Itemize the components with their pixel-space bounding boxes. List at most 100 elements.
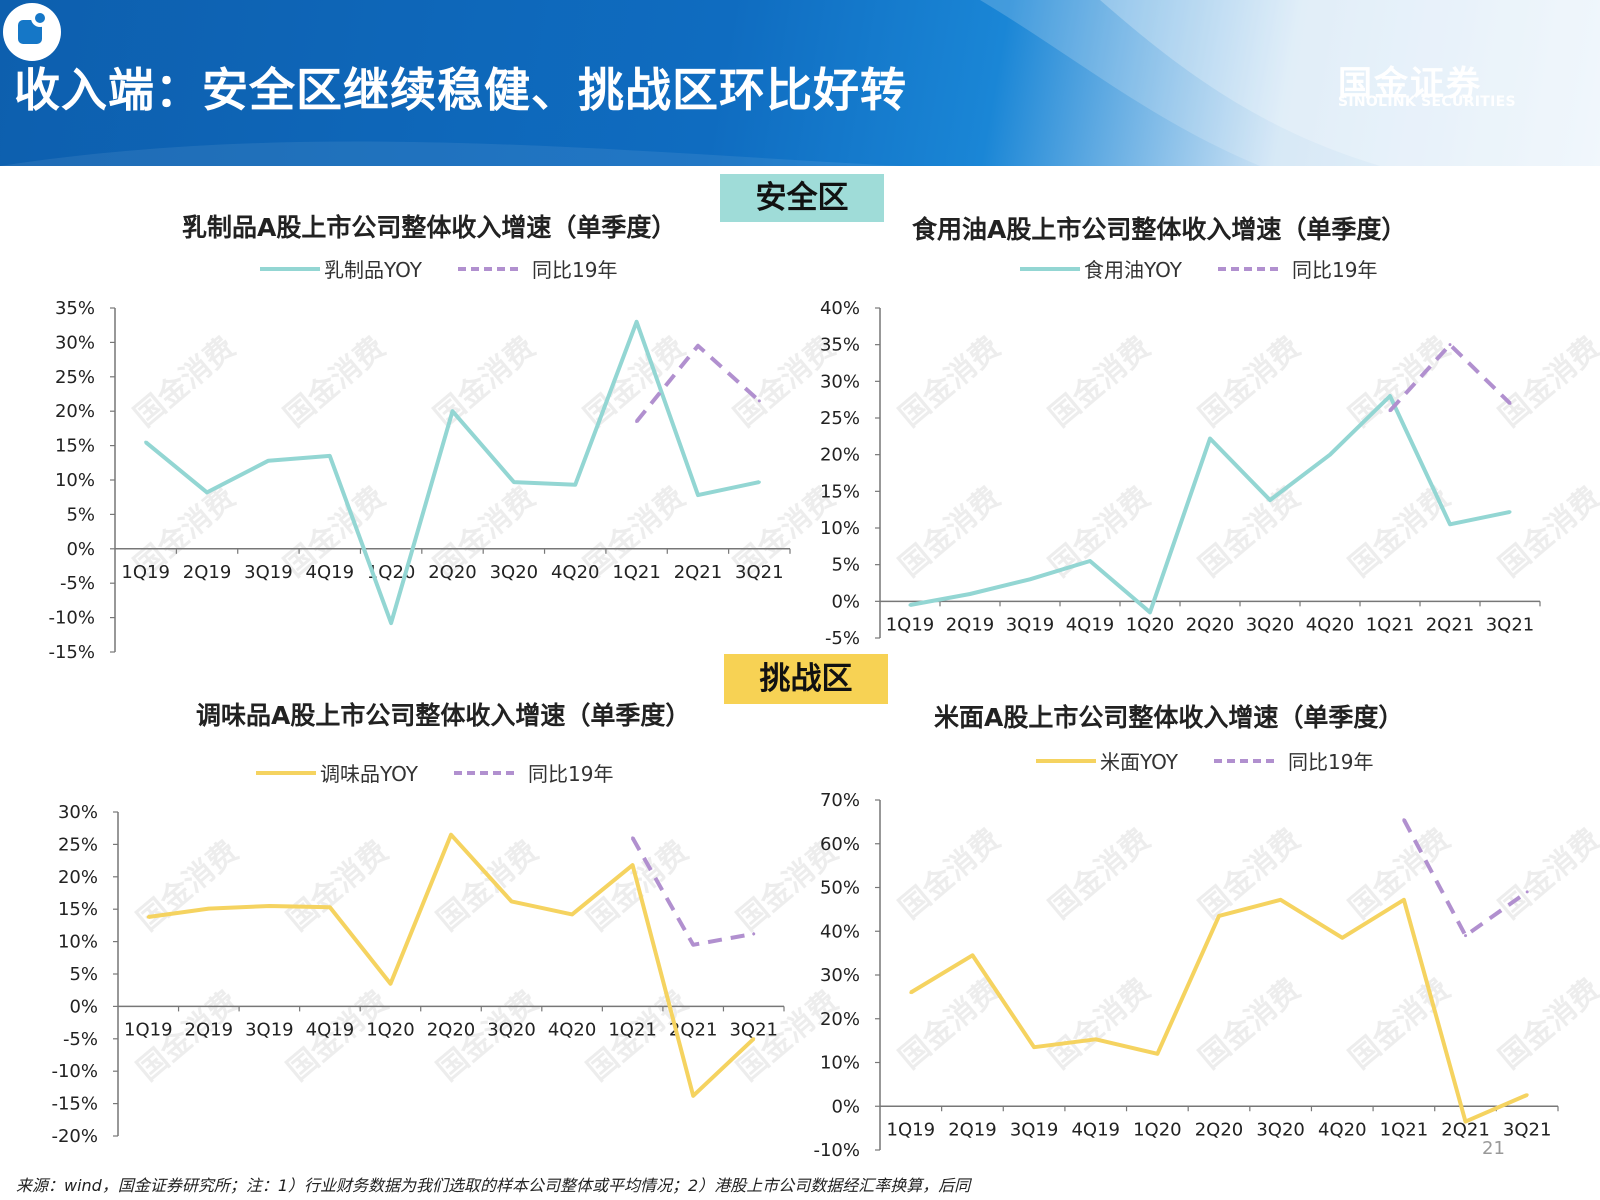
x-tick-label: 1Q21	[608, 1019, 657, 1040]
x-tick-label: 3Q21	[729, 1019, 778, 1040]
chart-title-dairy: 乳制品A股上市公司整体收入增速（单季度）	[182, 213, 677, 242]
x-tick-label: 1Q21	[1380, 1119, 1429, 1140]
data-point	[1464, 1120, 1468, 1124]
x-tick-label: 2Q21	[1441, 1119, 1490, 1140]
legend-oil: 食用油YOY 同比19年	[1020, 254, 1377, 283]
x-tick-label: 1Q21	[1366, 614, 1415, 635]
y-tick-label: 70%	[820, 790, 860, 811]
x-tick-label: 3Q20	[1246, 614, 1295, 635]
y-tick-label: 0%	[69, 996, 98, 1017]
watermark-text: 国金消费	[1193, 972, 1307, 1076]
data-point	[512, 480, 516, 484]
x-tick-label: 2Q20	[1195, 1119, 1244, 1140]
legend-swatch-solid	[256, 770, 316, 775]
legend-label-yoy: 米面YOY	[1100, 750, 1178, 774]
x-tick-label: 3Q19	[244, 562, 293, 583]
legend-label-yoy: 乳制品YOY	[324, 258, 422, 282]
data-point	[146, 915, 150, 919]
data-point	[1088, 559, 1092, 563]
x-tick-label: 2Q21	[669, 1019, 718, 1040]
x-tick-label: 3Q19	[1006, 614, 1055, 635]
data-point	[752, 1037, 756, 1041]
chart-title-oil: 食用油A股上市公司整体收入增速（单季度）	[912, 215, 1407, 244]
x-tick-label: 1Q19	[121, 562, 170, 583]
legend-label-vs19: 同比19年	[1292, 258, 1378, 282]
x-tick-label: 1Q19	[887, 1119, 936, 1140]
data-point	[631, 836, 635, 840]
y-tick-label: -15%	[51, 1094, 98, 1115]
data-point	[1279, 898, 1283, 902]
y-tick-label: 25%	[58, 834, 98, 855]
data-point	[757, 399, 761, 403]
x-tick-label: 3Q20	[490, 562, 539, 583]
data-point	[696, 344, 700, 348]
header-banner: 收入端：安全区继续稳健、挑战区环比好转 国金证券 SINOLINK SECURI…	[0, 0, 1600, 166]
data-point	[449, 833, 453, 837]
data-point	[1525, 890, 1529, 894]
x-tick-label: 2Q19	[948, 1119, 997, 1140]
x-tick-label: 4Q19	[1066, 614, 1115, 635]
watermark-text: 国金消费	[1493, 972, 1600, 1076]
x-tick-label: 3Q21	[1503, 1119, 1552, 1140]
y-tick-label: 25%	[820, 408, 860, 429]
y-tick-label: 35%	[820, 335, 860, 356]
data-point	[1448, 522, 1452, 526]
data-point	[451, 409, 454, 413]
data-point	[1388, 409, 1392, 413]
y-tick-label: 20%	[820, 1009, 860, 1030]
legend-dairy: 乳制品YOY 同比19年	[260, 254, 617, 283]
data-point	[691, 1094, 695, 1098]
page-number: 21	[1482, 1138, 1505, 1159]
x-tick-label: 3Q19	[245, 1019, 294, 1040]
x-tick-label: 4Q19	[306, 562, 355, 583]
sinolink-logo-icon	[3, 3, 61, 61]
legend-swatch-solid	[1036, 758, 1096, 763]
legend-swatch-dashed	[1218, 266, 1278, 271]
data-point	[752, 932, 756, 936]
data-point	[573, 483, 577, 487]
y-tick-label: 30%	[55, 332, 95, 353]
x-tick-label: 1Q20	[1126, 614, 1175, 635]
data-point	[1155, 1052, 1159, 1056]
data-point	[631, 863, 635, 867]
x-tick-label: 1Q20	[1133, 1119, 1182, 1140]
y-tick-label: 20%	[55, 401, 95, 422]
y-tick-label: -5%	[60, 573, 95, 594]
x-tick-label: 4Q20	[551, 562, 600, 583]
y-tick-label: -5%	[63, 1029, 98, 1050]
data-point	[757, 480, 761, 484]
header-wave-decoration	[0, 0, 1600, 166]
x-tick-label: 3Q20	[487, 1019, 536, 1040]
x-tick-label: 4Q20	[548, 1019, 597, 1040]
legend-label-vs19: 同比19年	[532, 258, 618, 282]
data-point	[1448, 343, 1452, 347]
watermark-text: 国金消费	[1043, 972, 1157, 1076]
data-point	[207, 907, 211, 911]
x-tick-label: 2Q19	[183, 562, 232, 583]
data-point	[1340, 936, 1344, 940]
y-tick-label: 15%	[820, 481, 860, 502]
y-tick-label: -15%	[48, 642, 95, 663]
x-tick-label: 4Q19	[306, 1019, 355, 1040]
data-point	[1402, 898, 1406, 902]
y-tick-label: 10%	[55, 470, 95, 491]
watermark-text: 国金消费	[893, 822, 1007, 926]
watermark-text: 国金消费	[1043, 822, 1157, 926]
data-point	[266, 459, 270, 463]
zone-label-safe: 安全区	[720, 174, 884, 222]
y-tick-label: -20%	[51, 1126, 98, 1147]
data-point	[968, 592, 972, 596]
x-tick-label: 3Q19	[1010, 1119, 1059, 1140]
data-point	[635, 420, 639, 424]
legend-seasoning: 调味品YOY 同比19年	[256, 758, 613, 787]
data-point	[1328, 453, 1332, 457]
y-tick-label: 25%	[55, 367, 95, 388]
data-point	[570, 912, 574, 916]
data-point	[1032, 1045, 1036, 1049]
x-tick-label: 2Q21	[1426, 614, 1475, 635]
y-tick-label: 30%	[820, 371, 860, 392]
watermark-text: 国金消费	[1193, 822, 1307, 926]
y-tick-label: -10%	[51, 1061, 98, 1082]
